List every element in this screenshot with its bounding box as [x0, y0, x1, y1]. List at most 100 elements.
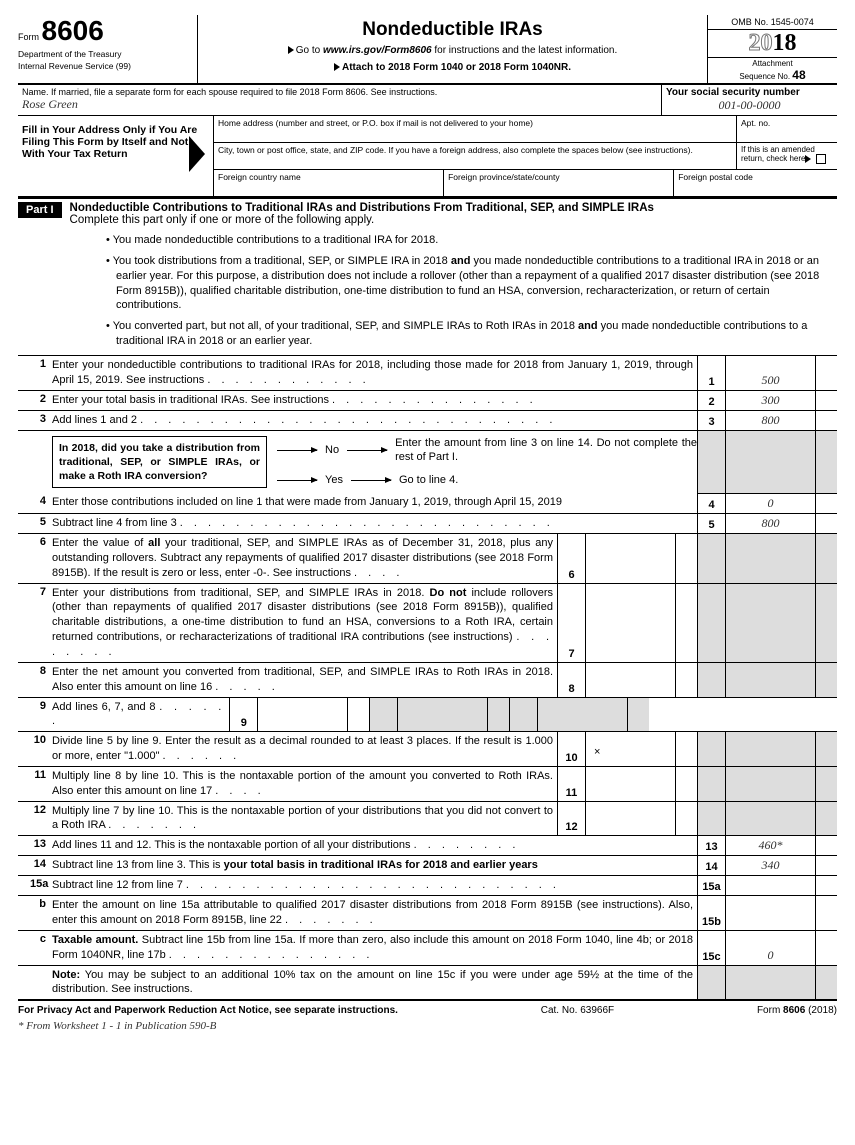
arrow-icon	[347, 450, 387, 451]
form-number: 8606	[42, 15, 104, 46]
address-block: Fill in Your Address Only if You Are Fil…	[18, 116, 837, 197]
line7-dn: Do not	[430, 587, 467, 599]
amended-label: If this is an amended return, check here	[741, 145, 815, 163]
form-suffix-c: (2018)	[805, 1005, 837, 1016]
form-label: Form	[18, 32, 39, 42]
bullet-3a: You converted part, but not all, of your…	[113, 320, 578, 332]
line5-value[interactable]: 800	[725, 514, 815, 533]
line4-text: Enter those contributions included on li…	[52, 493, 697, 513]
foreign-postal-label[interactable]: Foreign postal code	[674, 170, 837, 196]
form-lines: 1 Enter your nondeductible contributions…	[18, 355, 837, 999]
amended-checkbox[interactable]	[816, 154, 826, 164]
big-arrow-icon	[189, 136, 205, 172]
line1-text: Enter your nondeductible contributions t…	[52, 359, 693, 386]
attach-seq1: Attachment	[752, 59, 792, 68]
catalog-number: Cat. No. 63966F	[541, 1005, 614, 1016]
line2-text: Enter your total basis in traditional IR…	[52, 394, 329, 406]
form-suffix-a: Form	[757, 1005, 783, 1016]
subtitle-suffix: for instructions and the latest informat…	[432, 45, 618, 56]
line9-value[interactable]	[257, 698, 347, 732]
line7-value[interactable]	[585, 584, 675, 662]
part1-label: Part I	[18, 202, 62, 218]
line2-value[interactable]: 300	[725, 391, 815, 410]
form-suffix-b: 8606	[783, 1005, 805, 1016]
no-label: No	[325, 443, 339, 458]
yes-label: Yes	[325, 473, 343, 488]
line11-value[interactable]	[585, 767, 675, 801]
attach-seq2: Sequence No.	[739, 72, 792, 81]
subtitle-url: www.irs.gov/Form8606	[323, 45, 432, 56]
name-label: Name. If married, file a separate form f…	[22, 87, 657, 97]
line15a-value[interactable]	[725, 876, 815, 895]
arrow-icon	[351, 480, 391, 481]
attach-text: Attach to 2018 Form 1040 or 2018 Form 10…	[342, 62, 571, 73]
apt-label[interactable]: Apt. no.	[737, 116, 837, 142]
line14-value[interactable]: 340	[725, 856, 815, 875]
arrow-icon	[805, 155, 811, 163]
bullet-2a: You took distributions from a traditiona…	[113, 255, 451, 267]
line10-value[interactable]: ×	[585, 732, 675, 766]
bullet-3-and: and	[578, 320, 598, 332]
bullet-2-and: and	[451, 255, 471, 267]
header-right: OMB No. 1545-0074 2018 Attachment Sequenc…	[707, 15, 837, 83]
omb-number: OMB No. 1545-0074	[708, 15, 837, 30]
line8-value[interactable]	[585, 663, 675, 697]
question-box: In 2018, did you take a distribution fro…	[52, 436, 267, 489]
arrow-icon	[334, 63, 340, 71]
part1-subtitle: Complete this part only if one or more o…	[70, 214, 375, 226]
name-value[interactable]: Rose Green	[22, 97, 657, 112]
line11-text: Multiply line 8 by line 10. This is the …	[52, 770, 553, 797]
line14-a: Subtract line 13 from line 3. This is	[52, 859, 224, 871]
subtitle-prefix: Go to	[296, 45, 323, 56]
line15c-a: Taxable amount.	[52, 934, 138, 946]
dept-line2: Internal Revenue Service (99)	[18, 61, 191, 71]
line7-a: Enter your distributions from traditiona…	[52, 587, 430, 599]
foreign-province-label[interactable]: Foreign province/state/county	[444, 170, 674, 196]
yes-text: Go to line 4.	[399, 473, 458, 488]
line6-all: all	[148, 537, 160, 549]
header-middle: Nondeductible IRAs Go to www.irs.gov/For…	[198, 15, 707, 83]
line13-text: Add lines 11 and 12. This is the nontaxa…	[52, 839, 411, 851]
home-address-label[interactable]: Home address (number and street, or P.O.…	[214, 116, 737, 142]
line3-text: Add lines 1 and 2	[52, 414, 137, 426]
form-title: Nondeductible IRAs	[206, 19, 699, 41]
part1-title: Nondeductible Contributions to Tradition…	[70, 202, 654, 214]
line12-value[interactable]	[585, 802, 675, 836]
line8-text: Enter the net amount you converted from …	[52, 666, 553, 693]
footnote: * From Worksheet 1 - 1 in Publication 59…	[18, 1020, 837, 1032]
note-b: You may be subject to an additional 10% …	[52, 969, 693, 996]
year-prefix: 20	[749, 30, 773, 56]
ssn-label: Your social security number	[666, 87, 800, 98]
arrow-icon	[277, 450, 317, 451]
line3-value[interactable]: 800	[725, 411, 815, 430]
line4-value[interactable]: 0	[725, 493, 815, 513]
note-a: Note:	[52, 969, 80, 981]
header-left: Form 8606 Department of the Treasury Int…	[18, 15, 198, 83]
bullet-1: You made nondeductible contributions to …	[106, 233, 837, 248]
line15c-value[interactable]: 0	[725, 931, 815, 965]
form-header: Form 8606 Department of the Treasury Int…	[18, 15, 837, 85]
arrow-icon	[277, 480, 317, 481]
arrow-icon	[288, 46, 294, 54]
line10-text: Divide line 5 by line 9. Enter the resul…	[52, 735, 553, 762]
line13-value[interactable]: 460*	[725, 836, 815, 855]
foreign-country-label[interactable]: Foreign country name	[214, 170, 444, 196]
line15b-value[interactable]	[725, 896, 815, 930]
privacy-notice: For Privacy Act and Paperwork Reduction …	[18, 1005, 398, 1016]
name-row: Name. If married, file a separate form f…	[18, 85, 837, 116]
line1-value[interactable]: 500	[725, 356, 815, 390]
part1-bullets: You made nondeductible contributions to …	[106, 233, 837, 349]
attach-seq-num: 48	[792, 68, 805, 82]
dept-line1: Department of the Treasury	[18, 49, 191, 59]
city-label[interactable]: City, town or post office, state, and ZI…	[214, 143, 737, 169]
line6-a: Enter the value of	[52, 537, 148, 549]
line9-text: Add lines 6, 7, and 8	[52, 701, 156, 713]
part1-header: Part I Nondeductible Contributions to Tr…	[18, 197, 837, 229]
no-text: Enter the amount from line 3 on line 14.…	[395, 436, 697, 466]
ssn-value[interactable]: 001-00-0000	[666, 98, 833, 113]
year-suffix: 18	[773, 30, 797, 56]
line6-value[interactable]	[585, 534, 675, 583]
line14-b: your total basis in traditional IRAs for…	[224, 859, 538, 871]
form-footer: For Privacy Act and Paperwork Reduction …	[18, 999, 837, 1016]
fill-address-label: Fill in Your Address Only if You Are Fil…	[22, 124, 197, 160]
